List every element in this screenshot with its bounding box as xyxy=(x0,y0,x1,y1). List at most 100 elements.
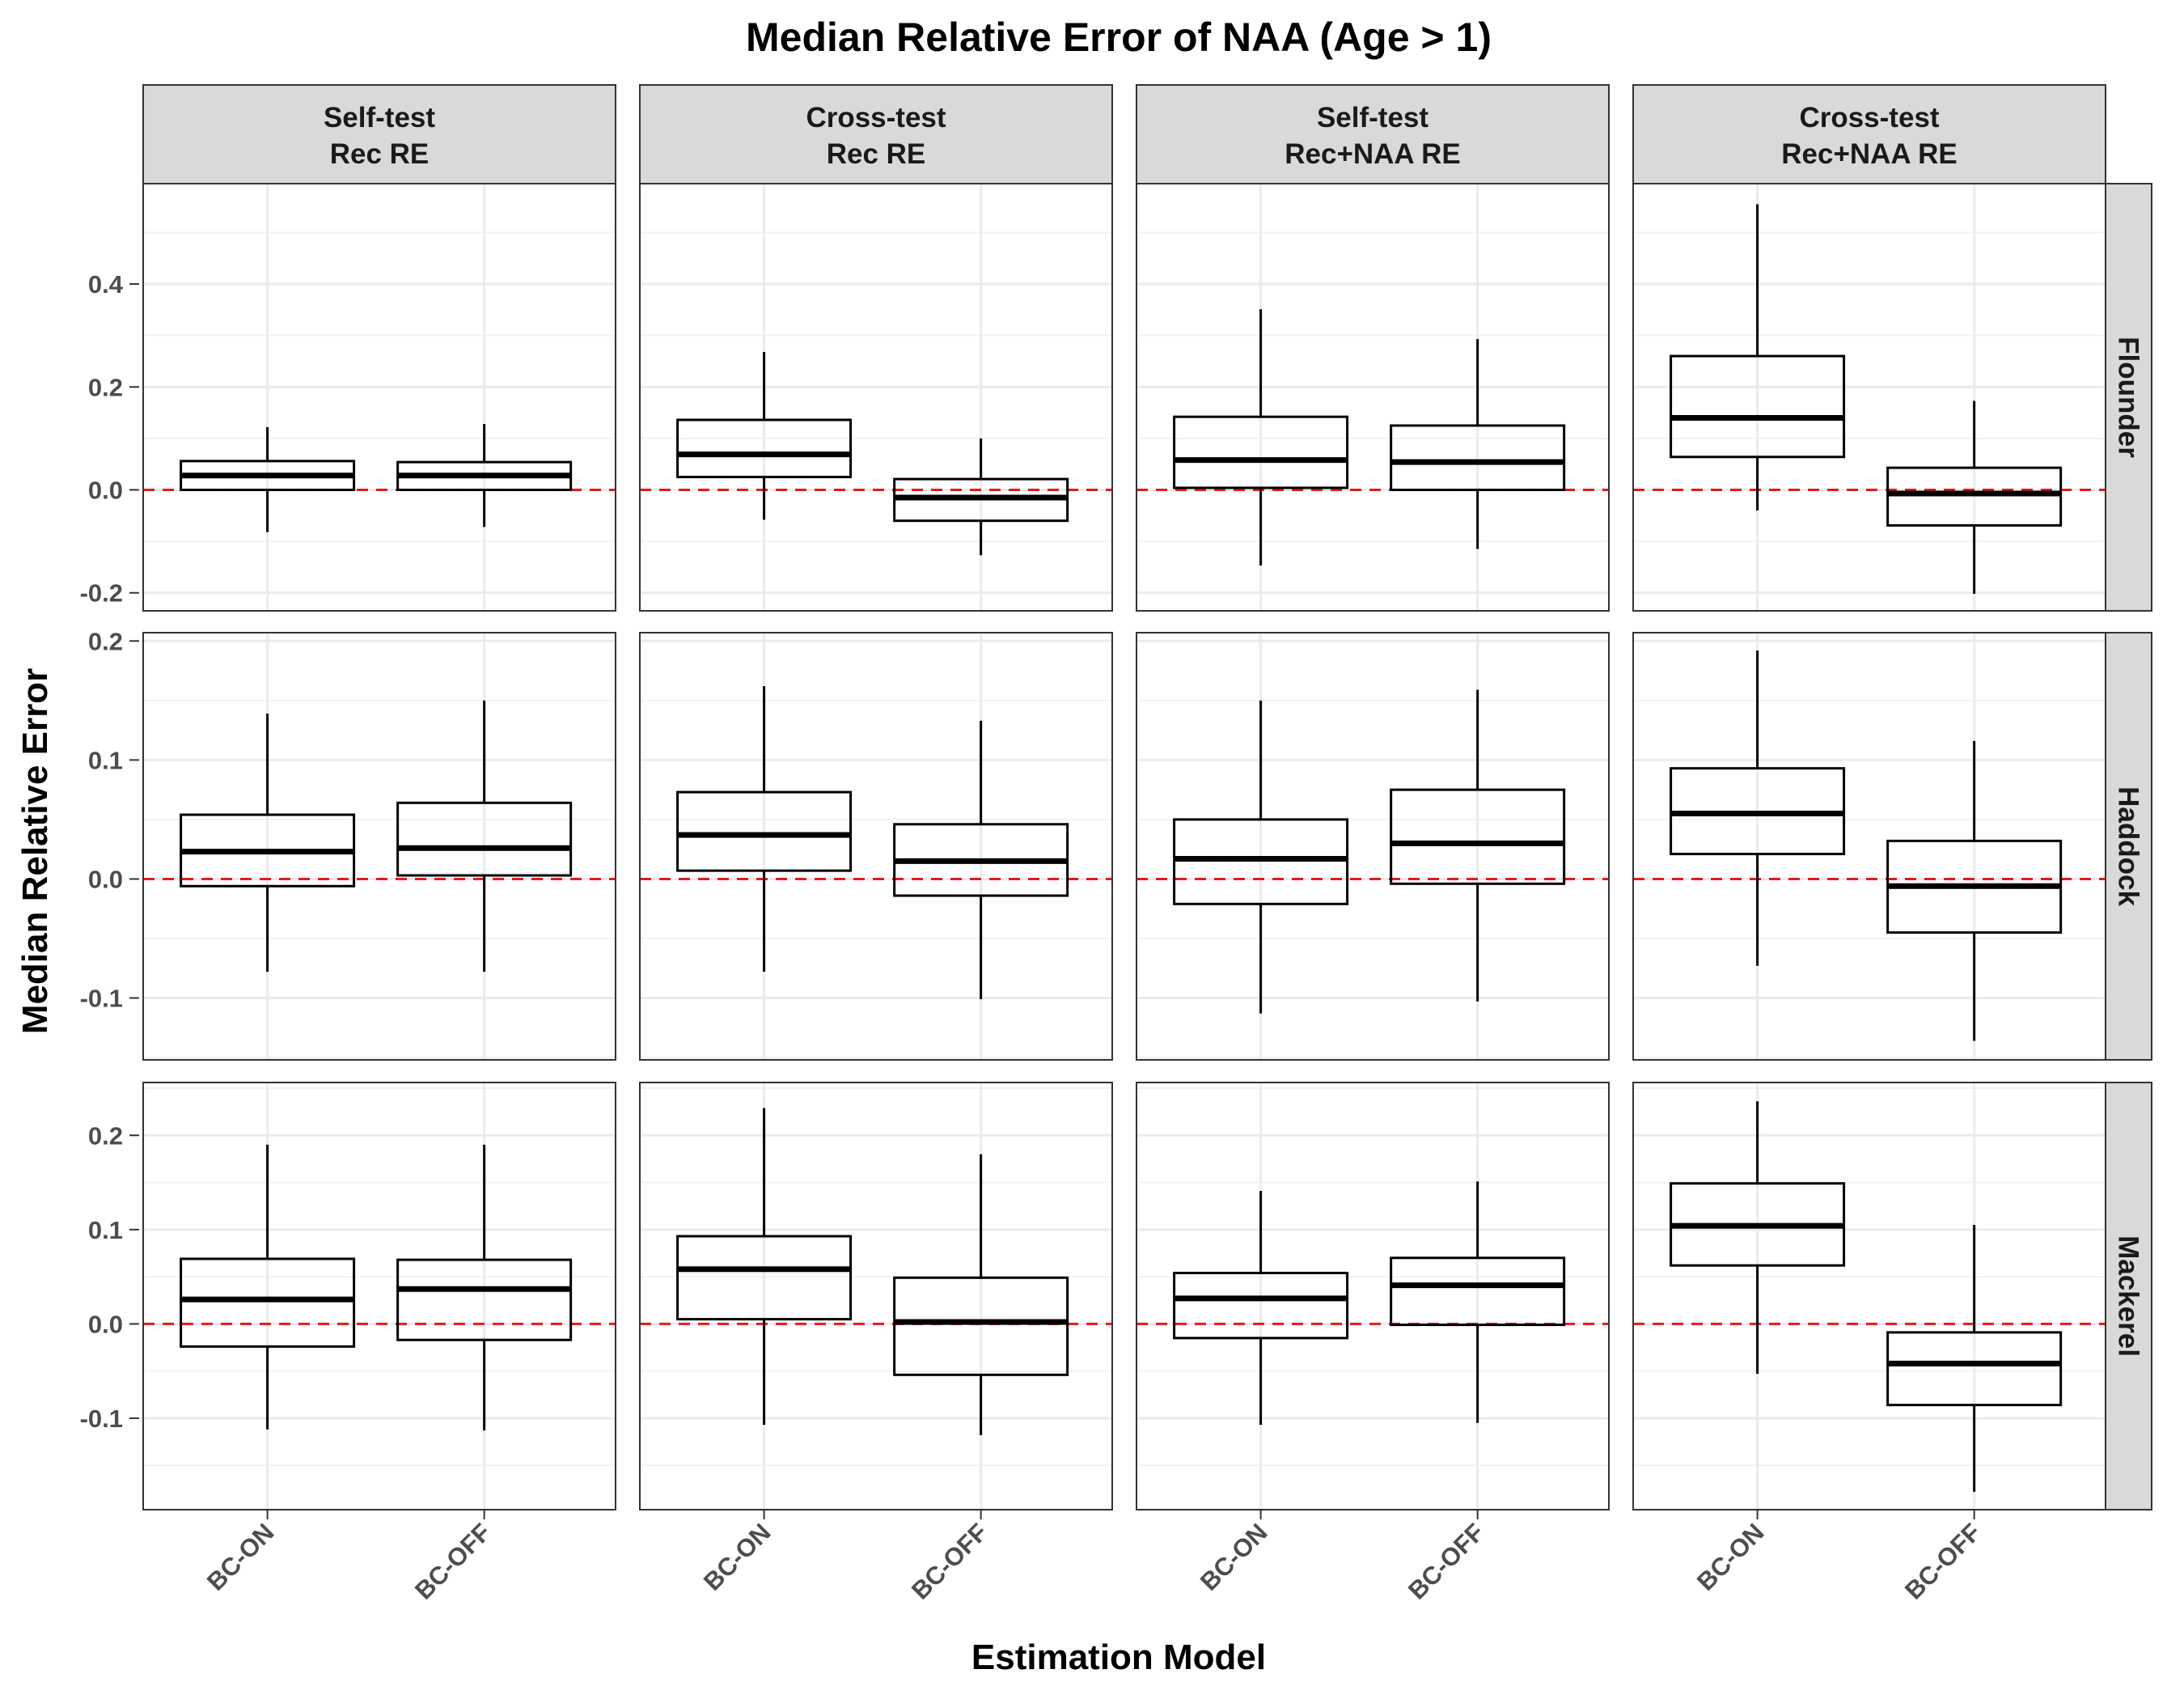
panel xyxy=(142,632,616,1061)
column-strip-line2: Rec RE xyxy=(827,138,926,170)
panel-border xyxy=(639,1082,1113,1510)
panel-background xyxy=(143,1083,616,1510)
box-body xyxy=(1390,1256,1566,1327)
y-tick-label: 0.1 xyxy=(88,1216,123,1244)
column-strip-line1: Self-test xyxy=(1317,102,1428,133)
y-tick-label: -0.1 xyxy=(80,1405,123,1433)
box xyxy=(893,720,1069,999)
panel-border xyxy=(1632,632,2106,1061)
column-strip-line2: Rec+NAA RE xyxy=(1285,138,1461,170)
box xyxy=(893,438,1069,556)
panel-background xyxy=(640,1083,1112,1510)
box xyxy=(180,1144,356,1430)
panel xyxy=(1136,183,1610,612)
box-body xyxy=(1886,466,2063,527)
x-tick-label: BC-ON xyxy=(201,1518,280,1596)
box-body xyxy=(1173,818,1349,905)
box xyxy=(1886,400,2063,595)
box-body xyxy=(396,1258,573,1341)
x-axis-title: Estimation Model xyxy=(971,1638,1266,1677)
box xyxy=(1670,1101,1846,1375)
column-strip-background xyxy=(142,84,616,184)
panel-background xyxy=(143,184,616,611)
panel-background xyxy=(1136,633,1609,1060)
row-strip-label: Mackerel xyxy=(2113,1235,2144,1357)
panel-background xyxy=(1136,184,1609,611)
panel-border xyxy=(142,1082,616,1510)
x-tick-label: BC-OFF xyxy=(1403,1518,1490,1605)
column-strip-line1: Self-test xyxy=(324,102,435,133)
x-tick-label: BC-OFF xyxy=(409,1518,497,1605)
column-strip-line2: Rec RE xyxy=(330,138,430,170)
panel-background xyxy=(1633,1083,2106,1510)
y-tick-label: 0.4 xyxy=(88,270,124,299)
box xyxy=(1670,204,1846,511)
row-strip: Haddock xyxy=(2105,632,2152,1061)
box-body xyxy=(396,801,573,877)
panel xyxy=(1136,1082,1610,1510)
box xyxy=(1173,700,1349,1014)
panel-border xyxy=(639,632,1113,1061)
panel-background xyxy=(640,184,1112,611)
y-tick-label: 0.2 xyxy=(88,1121,123,1150)
column-strip: Self-test Rec+NAA RE xyxy=(1136,84,1610,184)
box-body xyxy=(1886,1331,2063,1407)
box xyxy=(676,352,853,520)
box xyxy=(180,714,356,972)
panel-border xyxy=(142,183,616,612)
y-tick-label: 0.0 xyxy=(88,865,123,893)
panel xyxy=(1136,632,1610,1061)
column-strip: Cross-test Rec+NAA RE xyxy=(1632,84,2106,184)
panel-background xyxy=(1633,633,2106,1060)
column-strip-background xyxy=(639,84,1113,184)
box xyxy=(396,424,573,527)
box xyxy=(1670,650,1846,966)
panel xyxy=(142,183,616,612)
column-strip: Self-test Rec RE xyxy=(142,84,616,184)
box-body xyxy=(1173,415,1349,489)
column-strip-line1: Cross-test xyxy=(1799,102,1939,133)
panel-border xyxy=(1136,632,1610,1061)
column-strip-background xyxy=(1632,84,2106,184)
box xyxy=(1886,740,2063,1041)
panel-border xyxy=(1632,1082,2106,1510)
y-tick-label: 0.2 xyxy=(88,373,123,401)
panel xyxy=(1632,1082,2106,1510)
box xyxy=(396,700,573,972)
x-tick-label: BC-ON xyxy=(1195,1518,1273,1596)
row-strip-label: Haddock xyxy=(2113,786,2144,906)
panel-border xyxy=(1136,1082,1610,1510)
y-tick-label: 0.1 xyxy=(88,746,123,774)
box xyxy=(180,426,356,532)
panel-border xyxy=(639,183,1113,612)
panel-background xyxy=(1633,184,2106,611)
box xyxy=(676,1108,853,1426)
panel xyxy=(1632,183,2106,612)
panel-border xyxy=(1136,183,1610,612)
box-body xyxy=(1390,788,1566,885)
column-strip-line2: Rec+NAA RE xyxy=(1781,138,1958,170)
y-tick-label: -0.1 xyxy=(80,985,123,1013)
panel-border xyxy=(142,632,616,1061)
box xyxy=(1390,1181,1566,1423)
box-body xyxy=(180,1257,356,1348)
box xyxy=(1173,1191,1349,1426)
x-tick-label: BC-ON xyxy=(1691,1518,1770,1596)
y-axis-title: Median Relative Error xyxy=(15,668,55,1034)
box xyxy=(1390,339,1566,549)
x-tick-label: BC-OFF xyxy=(906,1518,993,1605)
panel xyxy=(1632,632,2106,1061)
box-body xyxy=(893,1276,1069,1376)
box-body xyxy=(1390,424,1566,492)
y-tick-label: 0.0 xyxy=(88,477,123,505)
panel-border xyxy=(1632,183,2106,612)
box-body xyxy=(676,1235,853,1321)
row-strip-background xyxy=(2105,1082,2152,1510)
column-strip: Cross-test Rec RE xyxy=(639,84,1113,184)
row-strip-background xyxy=(2105,632,2152,1061)
y-tick-label: 0.2 xyxy=(88,627,123,655)
box-body xyxy=(676,790,853,872)
box-body xyxy=(676,418,853,479)
